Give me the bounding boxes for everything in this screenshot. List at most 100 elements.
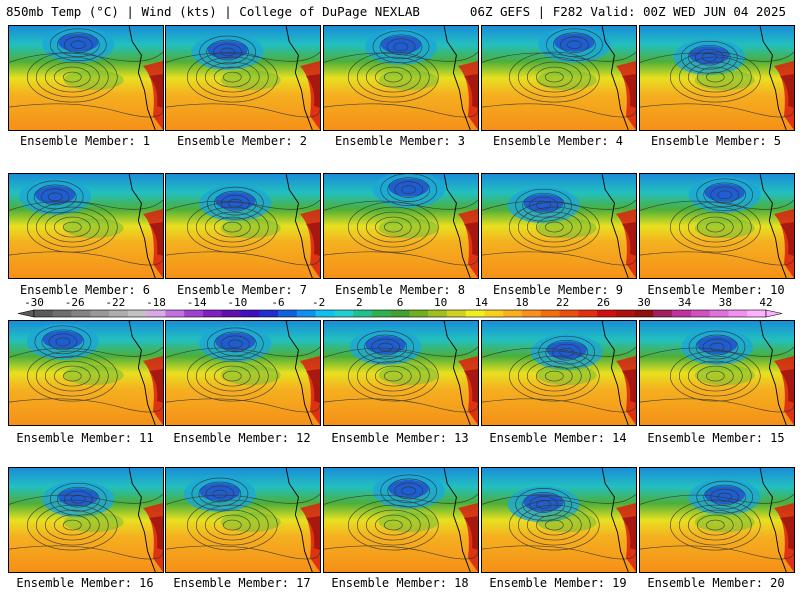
height-contours [640, 330, 794, 413]
temperature-field [640, 174, 794, 278]
coastline [601, 174, 629, 278]
temperature-field [640, 468, 794, 572]
ensemble-member-caption: Ensemble Member: 16 [16, 576, 154, 590]
temperature-field [482, 26, 636, 130]
colorbar-swatch [465, 310, 485, 317]
ensemble-member-map [323, 320, 479, 426]
colorbar-swatch [146, 310, 166, 317]
ensemble-member-caption: Ensemble Member: 9 [492, 283, 624, 297]
ensemble-member-caption: Ensemble Member: 14 [489, 431, 627, 445]
colorbar-swatch [428, 310, 448, 317]
height-contours [166, 186, 320, 266]
colorbar-tick-label: 10 [434, 296, 447, 309]
colorbar-swatch [165, 310, 185, 317]
colorbar-swatch [540, 310, 560, 317]
map-title: 850mb Temp (°C) | Wind (kts) | College o… [6, 4, 420, 19]
temperature-field [166, 321, 320, 425]
coastline [601, 26, 629, 130]
colorbar-tick-label: -14 [187, 296, 207, 309]
colorbar-swatch [221, 310, 241, 317]
colorbar-swatch [109, 310, 129, 317]
ensemble-member-caption: Ensemble Member: 7 [176, 283, 308, 297]
colorbar-tick-label: 34 [678, 296, 692, 309]
ensemble-member-caption: Ensemble Member: 15 [647, 431, 785, 445]
temperature-field [9, 468, 163, 572]
ensemble-member-map [481, 25, 637, 131]
colorbar-tick-label: -6 [271, 296, 284, 309]
coastline [443, 321, 471, 425]
ensemble-member-map [481, 173, 637, 279]
coastline [443, 26, 471, 130]
colorbar-swatch [578, 310, 598, 317]
colorbar-tick-label: 42 [759, 296, 772, 309]
colorbar-swatch [52, 310, 72, 317]
ensemble-member-map [8, 467, 164, 573]
colorbar-swatch [34, 310, 54, 317]
height-contours [166, 35, 320, 118]
height-contours [324, 174, 478, 266]
colorbar-swatch [334, 310, 354, 317]
ensemble-member-map [481, 467, 637, 573]
colorbar-tick-label: 6 [397, 296, 404, 309]
colorbar-tick-label: -22 [105, 296, 125, 309]
coastline [285, 174, 313, 278]
height-contours [324, 330, 478, 413]
colorbar-swatch [597, 310, 617, 317]
ensemble-member-caption: Ensemble Member: 19 [489, 576, 627, 590]
colorbar-swatch [184, 310, 204, 317]
temperature-field [324, 468, 478, 572]
height-contours [9, 482, 163, 560]
ensemble-member-map [165, 25, 321, 131]
height-contours [9, 180, 163, 266]
colorbar-swatch [522, 310, 542, 317]
ensemble-member-caption: Ensemble Member: 20 [647, 576, 785, 590]
run-valid-time: 06Z GEFS | F282 Valid: 00Z WED JUN 04 20… [469, 4, 786, 19]
temperature-field [482, 174, 636, 278]
temperature-field [324, 174, 478, 278]
ensemble-member-caption: Ensemble Member: 4 [492, 134, 624, 148]
coastline [601, 321, 629, 425]
temperature-field [9, 174, 163, 278]
colorbar-swatch [259, 310, 279, 317]
ensemble-member-caption: Ensemble Member: 10 [647, 283, 785, 297]
colorbar-swatch [90, 310, 110, 317]
temperature-colorbar: -30 -26 -22 -18 -14 -10 -6 -2 2 6 10 14 18 22 26 30 34 38… [17, 296, 783, 318]
colorbar-swatch [296, 310, 316, 317]
colorbar-tick-label: -26 [65, 296, 85, 309]
temperature-field [166, 468, 320, 572]
coastline [128, 26, 156, 130]
colorbar-swatch [202, 310, 222, 317]
height-contours [482, 28, 636, 118]
coastline [759, 26, 787, 130]
colorbar-tick-label: 30 [637, 296, 650, 309]
ensemble-member-map [323, 25, 479, 131]
height-contours [324, 474, 478, 560]
colorbar-swatch [353, 310, 373, 317]
colorbar-swatch [409, 310, 429, 317]
temperature-field [640, 26, 794, 130]
height-contours [482, 188, 636, 266]
ensemble-member-map [639, 467, 795, 573]
ensemble-member-caption: Ensemble Member: 18 [331, 576, 469, 590]
colorbar-tick-label: 14 [475, 296, 489, 309]
height-contours [640, 178, 794, 266]
temperature-field [482, 321, 636, 425]
colorbar-swatch [503, 310, 523, 317]
coastline [759, 468, 787, 572]
colorbar-tick-label: 38 [719, 296, 732, 309]
ensemble-member-caption: Ensemble Member: 12 [173, 431, 311, 445]
coastline [443, 468, 471, 572]
height-contours [166, 477, 320, 560]
colorbar-tick-label: -2 [312, 296, 325, 309]
temperature-field [324, 26, 478, 130]
coastline [443, 174, 471, 278]
ensemble-member-map [165, 467, 321, 573]
ensemble-member-map [639, 173, 795, 279]
colorbar-tick-label: 26 [597, 296, 610, 309]
temperature-field [9, 321, 163, 425]
coastline [601, 468, 629, 572]
colorbar-swatch [446, 310, 466, 317]
ensemble-member-caption: Ensemble Member: 17 [173, 576, 311, 590]
ensemble-member-caption: Ensemble Member: 1 [19, 134, 151, 148]
colorbar-swatch [728, 310, 748, 317]
